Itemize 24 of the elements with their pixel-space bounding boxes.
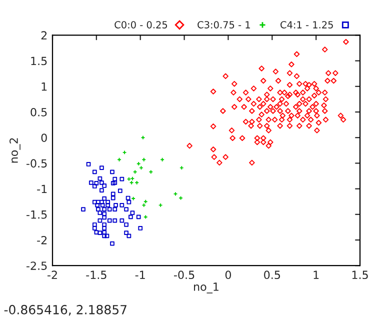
y-tick-label: -1.5 [26, 210, 47, 219]
y-tick-label: -0.5 [26, 159, 47, 168]
x-axis-title: no_1 [194, 282, 218, 294]
y-tick-label: 1 [42, 82, 47, 91]
x-tick-label: -0.5 [174, 270, 194, 280]
y-tick-label: 2 [41, 31, 47, 40]
x-tick-label: 0 [225, 270, 232, 280]
x-tick-label: -1 [135, 270, 145, 279]
x-tick-label: 1 [314, 270, 319, 279]
x-tick-label: -1.5 [86, 270, 106, 280]
y-tick-label: 0 [41, 134, 47, 142]
x-tick-label: -2 [48, 270, 57, 279]
text: -0.865416, 2.18857 [4, 304, 126, 316]
y-tick-label: -2 [37, 236, 47, 244]
y-tick-label: -2.5 [26, 262, 47, 270]
y-axis-title: no_2 [10, 138, 20, 163]
y-tick-label: -1 [37, 184, 47, 194]
y-tick-label: 0.5 [30, 108, 47, 116]
y-tick-label: 1.5 [31, 56, 47, 66]
x-tick-label: 1.5 [352, 270, 368, 280]
legend-label: C3:0.75 - 1 [198, 21, 250, 28]
legend-label: C4:1 - 1.25 [280, 21, 333, 28]
x-tick-label: 0.5 [264, 270, 280, 280]
legend-label: C0:0 - 0.25 [114, 21, 168, 28]
